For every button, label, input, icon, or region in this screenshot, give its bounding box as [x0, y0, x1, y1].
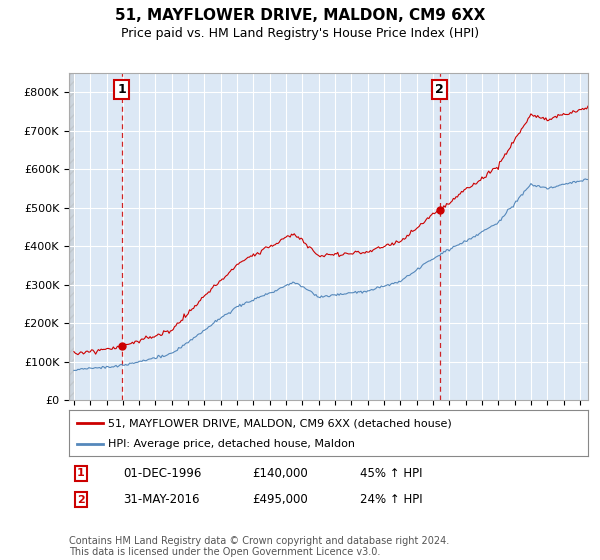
Text: 2: 2 — [436, 83, 444, 96]
Text: £495,000: £495,000 — [252, 493, 308, 506]
Text: Contains HM Land Registry data © Crown copyright and database right 2024.
This d: Contains HM Land Registry data © Crown c… — [69, 535, 449, 557]
Text: Price paid vs. HM Land Registry's House Price Index (HPI): Price paid vs. HM Land Registry's House … — [121, 27, 479, 40]
Text: 01-DEC-1996: 01-DEC-1996 — [123, 466, 202, 480]
Text: 1: 1 — [77, 468, 85, 478]
Text: 2: 2 — [77, 494, 85, 505]
Bar — [69, 73, 74, 400]
Text: 24% ↑ HPI: 24% ↑ HPI — [360, 493, 422, 506]
Text: 1: 1 — [117, 83, 126, 96]
Text: 51, MAYFLOWER DRIVE, MALDON, CM9 6XX: 51, MAYFLOWER DRIVE, MALDON, CM9 6XX — [115, 8, 485, 24]
Text: HPI: Average price, detached house, Maldon: HPI: Average price, detached house, Mald… — [108, 440, 355, 450]
Text: 51, MAYFLOWER DRIVE, MALDON, CM9 6XX (detached house): 51, MAYFLOWER DRIVE, MALDON, CM9 6XX (de… — [108, 418, 452, 428]
Text: 31-MAY-2016: 31-MAY-2016 — [123, 493, 199, 506]
Text: 45% ↑ HPI: 45% ↑ HPI — [360, 466, 422, 480]
Text: £140,000: £140,000 — [252, 466, 308, 480]
